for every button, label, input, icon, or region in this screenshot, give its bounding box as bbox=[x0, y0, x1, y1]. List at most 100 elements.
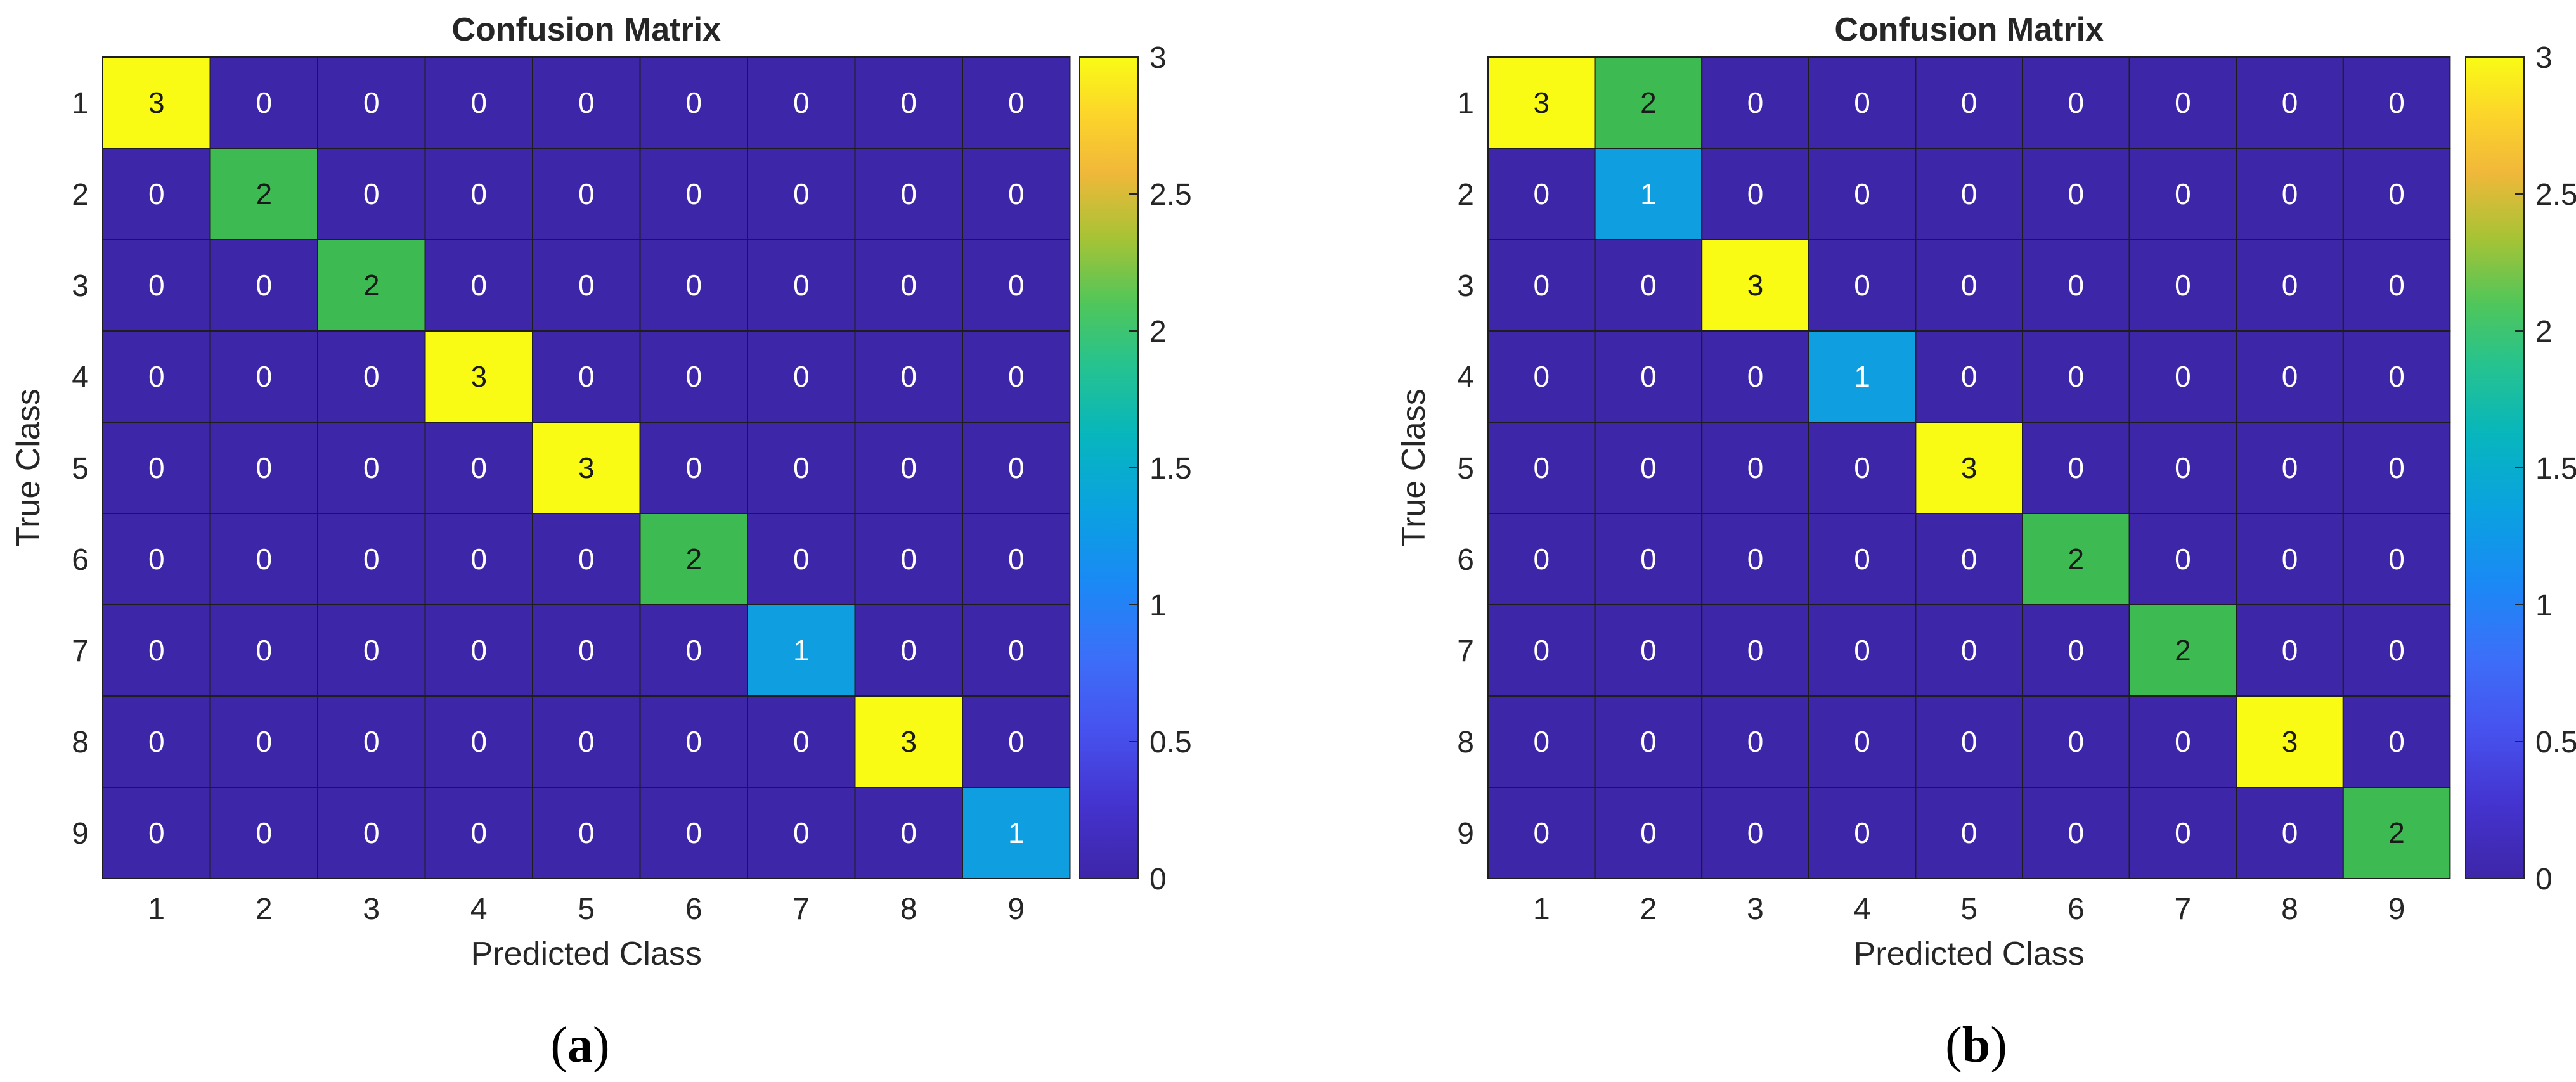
cell-r1-c8 bbox=[854, 56, 963, 149]
cell-value-r3-c4: 0 bbox=[470, 269, 487, 302]
cell-value-r5-c9: 0 bbox=[1008, 451, 1025, 484]
cell-value-r8-c2: 0 bbox=[1640, 725, 1657, 758]
cell-r5-c9 bbox=[2342, 422, 2451, 514]
cell-r1-c2 bbox=[1594, 56, 1703, 149]
cell-r3-c2 bbox=[1594, 239, 1703, 332]
cell-value-r6-c5: 0 bbox=[578, 543, 595, 576]
caption-open-paren: ( bbox=[1945, 1017, 1962, 1073]
cell-value-r9-c3: 0 bbox=[363, 816, 380, 849]
cell-value-r5-c5: 3 bbox=[1961, 451, 1977, 484]
cell-value-r7-c5: 0 bbox=[578, 634, 595, 667]
confusion-matrix-panel-b: Confusion Matrix 3 2 0 0 0 0 0 0 0 0 1 0 0 0 0 0 0 0 0 0 3 0 0 0… bbox=[1395, 11, 2576, 1073]
cell-value-r4-c8: 0 bbox=[2282, 360, 2298, 393]
cell-value-r3-c6: 0 bbox=[2068, 269, 2085, 302]
cell-r9-c2 bbox=[1594, 787, 1703, 879]
cell-value-r2-c9: 0 bbox=[1008, 177, 1025, 210]
cell-r4-c4 bbox=[424, 330, 533, 423]
x-tick-label-7: 7 bbox=[2175, 892, 2192, 926]
chart-title: Confusion Matrix bbox=[451, 11, 721, 48]
cell-value-r4-c5: 0 bbox=[578, 360, 595, 393]
colorbar-tick-label-0.5: 0.5 bbox=[1149, 726, 1192, 759]
cell-value-r1-c1: 3 bbox=[1534, 86, 1550, 119]
cell-r9-c5 bbox=[532, 787, 641, 879]
cell-r7-c2 bbox=[209, 604, 318, 697]
cell-value-r2-c1: 0 bbox=[148, 177, 165, 210]
cell-r8-c8 bbox=[2236, 695, 2344, 788]
cell-r1-c3 bbox=[1701, 56, 1809, 149]
cell-r6-c9 bbox=[962, 513, 1071, 605]
cell-r1-c1 bbox=[102, 56, 211, 149]
cell-r4-c1 bbox=[102, 330, 211, 423]
cell-r3-c6 bbox=[2022, 239, 2130, 332]
cell-value-r3-c2: 0 bbox=[1640, 269, 1657, 302]
cell-value-r7-c1: 0 bbox=[1534, 634, 1550, 667]
cell-r2-c9 bbox=[962, 148, 1071, 240]
cell-r5-c8 bbox=[2236, 422, 2344, 514]
cell-value-r3-c8: 0 bbox=[2282, 269, 2298, 302]
cell-value-r7-c1: 0 bbox=[148, 634, 165, 667]
cell-value-r1-c6: 0 bbox=[2068, 86, 2085, 119]
cell-value-r2-c7: 0 bbox=[2175, 177, 2191, 210]
cell-r6-c8 bbox=[854, 513, 963, 605]
cell-value-r1-c7: 0 bbox=[2175, 86, 2191, 119]
cell-r7-c7 bbox=[747, 604, 856, 697]
cell-value-r1-c2: 2 bbox=[1640, 86, 1657, 119]
cell-value-r6-c3: 0 bbox=[363, 543, 380, 576]
cell-value-r1-c3: 0 bbox=[1747, 86, 1764, 119]
cell-value-r6-c3: 0 bbox=[1747, 543, 1764, 576]
cell-r2-c3 bbox=[1701, 148, 1809, 240]
cell-r1-c9 bbox=[2342, 56, 2451, 149]
cell-r4-c8 bbox=[2236, 330, 2344, 423]
x-tick-label-4: 4 bbox=[1854, 892, 1871, 926]
cell-r9-c3 bbox=[317, 787, 426, 879]
cell-r1-c2 bbox=[209, 56, 318, 149]
x-tick-label-8: 8 bbox=[900, 892, 917, 926]
cell-r9-c3 bbox=[1701, 787, 1809, 879]
cell-value-r9-c7: 0 bbox=[793, 816, 810, 849]
cell-r9-c9 bbox=[962, 787, 1071, 879]
cell-value-r6-c1: 0 bbox=[1534, 543, 1550, 576]
cell-value-r9-c7: 0 bbox=[2175, 816, 2191, 849]
colorbar-tick-label-1.5: 1.5 bbox=[2535, 452, 2576, 486]
cell-r6-c5 bbox=[1915, 513, 2023, 605]
cell-value-r8-c7: 0 bbox=[793, 725, 810, 758]
cell-r6-c6 bbox=[2022, 513, 2130, 605]
cell-value-r7-c6: 0 bbox=[2068, 634, 2085, 667]
cell-r3-c2 bbox=[209, 239, 318, 332]
cell-r7-c4 bbox=[1808, 604, 1917, 697]
cell-r2-c2 bbox=[1594, 148, 1703, 240]
cell-value-r7-c7: 2 bbox=[2175, 634, 2191, 667]
cell-value-r8-c6: 0 bbox=[2068, 725, 2085, 758]
cell-r2-c7 bbox=[747, 148, 856, 240]
cell-r2-c8 bbox=[2236, 148, 2344, 240]
cell-value-r7-c9: 0 bbox=[2388, 634, 2405, 667]
cell-value-r2-c7: 0 bbox=[793, 177, 810, 210]
cell-value-r3-c9: 0 bbox=[2388, 269, 2405, 302]
cell-value-r4-c1: 0 bbox=[1534, 360, 1550, 393]
cell-r9-c6 bbox=[2022, 787, 2130, 879]
cell-value-r7-c9: 0 bbox=[1008, 634, 1025, 667]
cell-r9-c6 bbox=[639, 787, 748, 879]
y-tick-label-5: 5 bbox=[1457, 452, 1474, 486]
cell-value-r9-c2: 0 bbox=[1640, 816, 1657, 849]
cell-value-r7-c2: 0 bbox=[256, 634, 272, 667]
cell-value-r7-c2: 0 bbox=[1640, 634, 1657, 667]
cell-r6-c6 bbox=[639, 513, 748, 605]
cell-r9-c4 bbox=[1808, 787, 1917, 879]
colorbar-tick-label-3: 3 bbox=[2535, 41, 2553, 75]
cell-r8-c5 bbox=[532, 695, 641, 788]
cell-value-r4-c3: 0 bbox=[363, 360, 380, 393]
cell-value-r5-c9: 0 bbox=[2388, 451, 2405, 484]
cell-r1-c4 bbox=[424, 56, 533, 149]
y-tick-label-8: 8 bbox=[72, 726, 89, 759]
y-tick-label-9: 9 bbox=[72, 817, 89, 851]
cell-r3-c3 bbox=[317, 239, 426, 332]
cell-r6-c8 bbox=[2236, 513, 2344, 605]
cell-value-r6-c8: 0 bbox=[900, 543, 917, 576]
cell-value-r6-c4: 0 bbox=[1854, 543, 1870, 576]
x-tick-label-3: 3 bbox=[1747, 892, 1764, 926]
cell-r4-c8 bbox=[854, 330, 963, 423]
cell-value-r4-c8: 0 bbox=[900, 360, 917, 393]
cell-value-r8-c8: 3 bbox=[2282, 725, 2298, 758]
cell-r7-c5 bbox=[532, 604, 641, 697]
